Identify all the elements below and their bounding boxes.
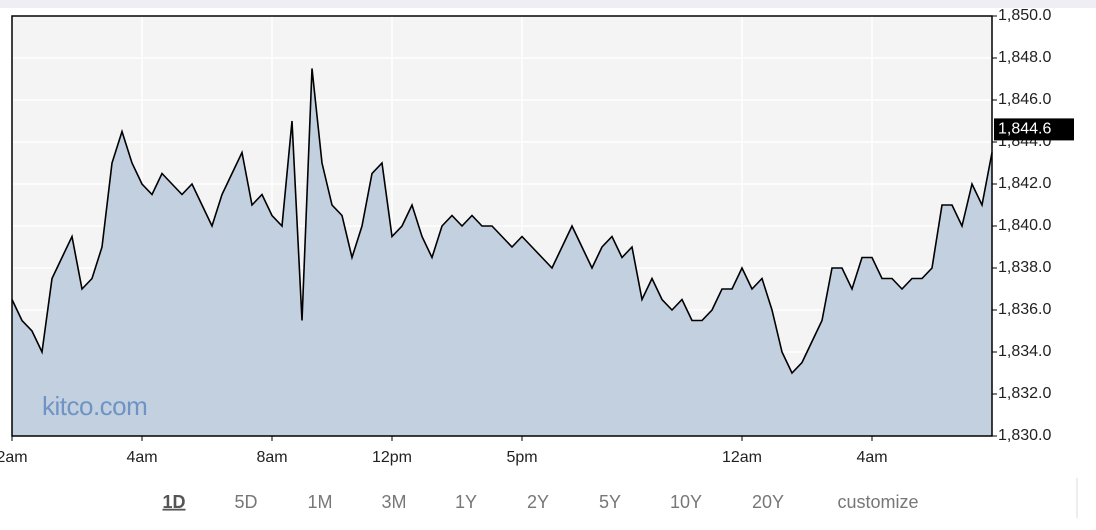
- y-tick-label: 1,836.0: [998, 301, 1051, 318]
- y-tick-label: 1,846.0: [998, 91, 1051, 108]
- y-tick-label: 1,842.0: [998, 175, 1051, 192]
- y-tick-label: 1,848.0: [998, 49, 1051, 66]
- range-button[interactable]: 5D: [234, 492, 257, 512]
- x-tick-label: 4am: [126, 449, 157, 466]
- y-tick-label: 1,830.0: [998, 427, 1051, 444]
- range-button[interactable]: customize: [837, 492, 918, 512]
- range-button[interactable]: 1D: [162, 492, 185, 512]
- top-strip: [0, 0, 1096, 8]
- x-tick-label: 4am: [856, 449, 887, 466]
- area-fill: [12, 68, 992, 436]
- range-button[interactable]: 2Y: [527, 492, 549, 512]
- y-tick-label: 1,840.0: [998, 217, 1051, 234]
- y-tick-label: 1,850.0: [998, 7, 1051, 24]
- range-button[interactable]: 1Y: [455, 492, 477, 512]
- price-line: [11, 68, 993, 375]
- x-tick-label: 5pm: [506, 449, 537, 466]
- x-tick-label: 8am: [256, 449, 287, 466]
- range-button[interactable]: 1M: [307, 492, 332, 512]
- range-button[interactable]: 3M: [381, 492, 406, 512]
- range-button[interactable]: 5Y: [599, 492, 621, 512]
- x-tick-label: 12pm: [372, 449, 412, 466]
- watermark: kitco.com: [42, 391, 147, 421]
- x-tick-label: 2am: [0, 449, 28, 466]
- range-button[interactable]: 10Y: [670, 492, 702, 512]
- current-price-box: [994, 118, 1074, 141]
- x-tick-label: 12am: [722, 449, 762, 466]
- plot-frame: [11, 15, 993, 437]
- y-tick-label: 1,832.0: [998, 385, 1051, 402]
- y-tick-label: 1,838.0: [998, 259, 1051, 276]
- range-button[interactable]: 20Y: [752, 492, 784, 512]
- current-price-label: 1,844.6: [998, 121, 1051, 138]
- y-tick-label: 1,834.0: [998, 343, 1051, 360]
